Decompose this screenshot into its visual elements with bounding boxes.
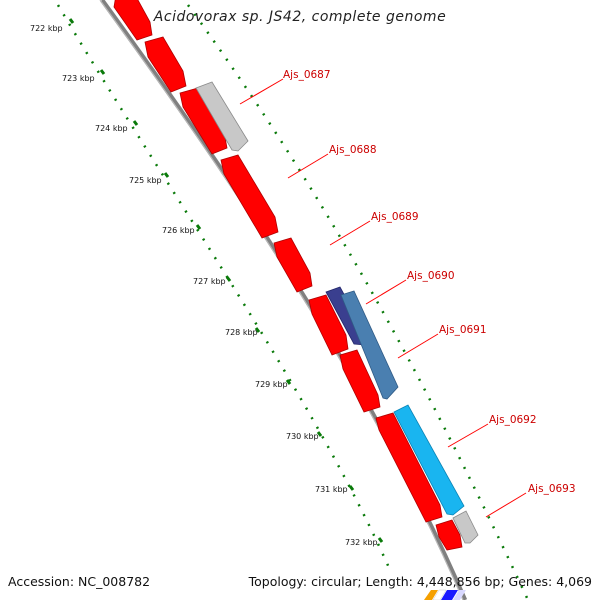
kbp-label: 729 kbp xyxy=(255,380,288,389)
ruler-labels: 722 kbp 723 kbp 724 kbp 725 kbp 726 kbp … xyxy=(30,24,378,547)
gene-arrow[interactable] xyxy=(220,154,279,239)
gene-labels: Ajs_0687 Ajs_0688 Ajs_0689 Ajs_0690 Ajs_… xyxy=(283,69,576,495)
bottom-legend-swatches xyxy=(424,589,466,600)
gene-arrow-ajs-0687[interactable] xyxy=(195,81,249,152)
accession-text: Accession: NC_008782 xyxy=(8,574,151,589)
kbp-label: 722 kbp xyxy=(30,24,63,33)
ruler-major-ticks xyxy=(68,18,384,543)
gene-label-ajs-0691[interactable]: Ajs_0691 xyxy=(439,324,487,336)
gene-label-ajs-0688[interactable]: Ajs_0688 xyxy=(329,144,377,156)
gene-label-ajs-0693[interactable]: Ajs_0693 xyxy=(528,483,576,495)
swatch-blue xyxy=(441,590,458,600)
kbp-label: 728 kbp xyxy=(225,328,258,337)
gene-track-inner xyxy=(113,0,463,551)
gene-arrow[interactable] xyxy=(308,294,349,356)
gene-arrow[interactable] xyxy=(144,36,187,93)
gene-label-ajs-0692[interactable]: Ajs_0692 xyxy=(489,414,537,426)
gene-track-outer xyxy=(195,81,479,544)
gene-label-ajs-0689[interactable]: Ajs_0689 xyxy=(371,211,419,223)
kbp-label: 725 kbp xyxy=(129,176,162,185)
map-title: Acidovorax sp. JS42, complete genome xyxy=(153,9,447,25)
gene-arrow[interactable] xyxy=(435,519,463,551)
kbp-label: 732 kbp xyxy=(345,538,378,547)
gene-arrow-ajs-0692[interactable] xyxy=(393,404,465,516)
gene-arrow-ajs-0693[interactable] xyxy=(452,510,479,544)
gene-arrow[interactable] xyxy=(375,412,443,523)
kbp-label: 726 kbp xyxy=(162,226,195,235)
gene-label-ajs-0690[interactable]: Ajs_0690 xyxy=(407,270,455,282)
gene-arrow-ajs-0691[interactable] xyxy=(340,290,399,400)
genome-backbone-highlight xyxy=(99,0,464,600)
kbp-label: 724 kbp xyxy=(95,124,128,133)
swatch-orange xyxy=(424,590,438,600)
kbp-label: 727 kbp xyxy=(193,277,226,286)
kbp-label: 731 kbp xyxy=(315,485,348,494)
gene-arrow[interactable] xyxy=(113,0,153,41)
gene-arrow[interactable] xyxy=(273,237,313,293)
genome-backbone xyxy=(100,0,468,600)
swatch-white xyxy=(432,589,447,600)
topology-text: Topology: circular; Length: 4,448,856 bp… xyxy=(248,574,592,589)
kbp-label: 723 kbp xyxy=(62,74,95,83)
gene-callouts xyxy=(239,78,527,518)
swatch-light xyxy=(453,590,466,600)
gene-arrow[interactable] xyxy=(339,349,381,413)
gene-label-ajs-0687[interactable]: Ajs_0687 xyxy=(283,69,331,81)
kbp-label: 730 kbp xyxy=(286,432,319,441)
